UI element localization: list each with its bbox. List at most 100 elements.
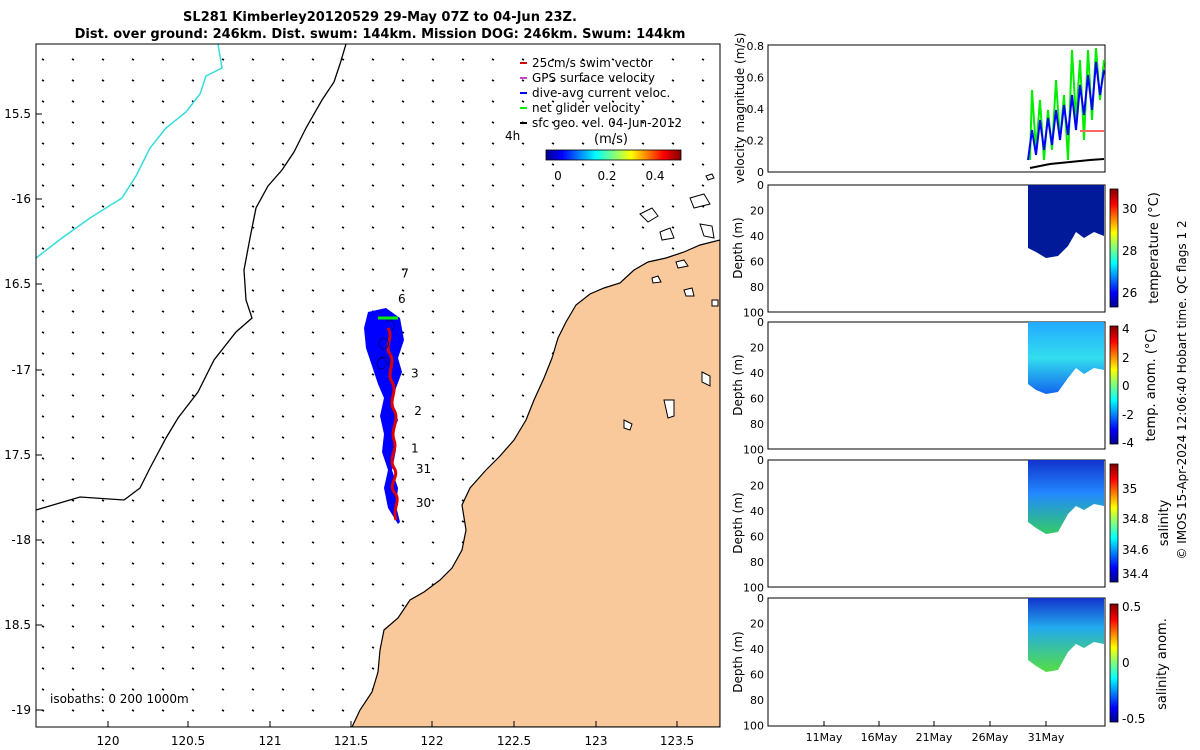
geostrophic-vector	[491, 415, 495, 418]
geostrophic-vector	[431, 457, 435, 460]
geostrophic-vector	[431, 163, 435, 166]
geostrophic-vector	[131, 142, 135, 145]
geostrophic-vector	[341, 205, 345, 208]
geostrophic-vector	[551, 226, 555, 229]
geostrophic-vector	[131, 352, 135, 355]
geostrophic-vector	[191, 415, 195, 418]
geostrophic-vector	[71, 436, 75, 439]
geostrophic-vector	[611, 268, 615, 271]
geostrophic-vector	[131, 310, 135, 313]
geostrophic-vector	[131, 289, 135, 292]
geostrophic-vector	[581, 121, 585, 124]
geostrophic-vector	[371, 121, 375, 124]
geostrophic-vector	[491, 184, 495, 187]
geostrophic-vector	[101, 604, 105, 607]
geostrophic-vector	[521, 79, 525, 82]
geostrophic-vector	[281, 79, 285, 82]
geostrophic-vector	[191, 499, 195, 502]
geostrophic-vector	[251, 100, 255, 103]
geostrophic-vector	[401, 583, 405, 586]
temp-anomaly-section	[1028, 322, 1104, 394]
geostrophic-vector	[701, 58, 705, 61]
geostrophic-vector	[401, 205, 405, 208]
geostrophic-vector	[251, 709, 255, 712]
geostrophic-vector	[161, 310, 165, 313]
geostrophic-vector	[191, 478, 195, 481]
geostrophic-vector	[311, 247, 315, 250]
temperature-section	[1028, 185, 1104, 258]
geostrophic-vector	[341, 520, 345, 523]
geostrophic-vector	[281, 457, 285, 460]
lon-tick-label: 121	[259, 734, 282, 748]
geostrophic-vector	[251, 583, 255, 586]
geostrophic-vector	[371, 625, 375, 628]
geostrophic-vector	[491, 289, 495, 292]
geostrophic-vector	[311, 163, 315, 166]
geostrophic-vector	[131, 667, 135, 670]
geostrophic-vector	[221, 373, 225, 376]
geostrophic-vector	[401, 478, 405, 481]
geostrophic-vector	[251, 478, 255, 481]
geostrophic-vector	[161, 646, 165, 649]
geostrophic-vector	[221, 646, 225, 649]
geostrophic-vector	[191, 646, 195, 649]
geostrophic-vector	[581, 142, 585, 145]
geostrophic-vector	[521, 100, 525, 103]
geostrophic-vector	[521, 184, 525, 187]
geostrophic-vector	[461, 58, 465, 61]
geostrophic-vector	[341, 688, 345, 691]
depth-tick: 0	[757, 454, 764, 467]
colorbar-tick: 35	[1122, 482, 1137, 496]
geostrophic-vector	[671, 121, 675, 124]
geostrophic-vector	[41, 310, 45, 313]
geostrophic-vector	[131, 121, 135, 124]
geostrophic-vector	[461, 331, 465, 334]
geostrophic-vector	[311, 688, 315, 691]
geostrophic-vector	[71, 625, 75, 628]
geostrophic-vector	[161, 247, 165, 250]
lon-tick-label: 120	[97, 734, 120, 748]
geostrophic-vector	[401, 562, 405, 565]
geostrophic-vector	[161, 625, 165, 628]
geostrophic-vector	[281, 331, 285, 334]
geostrophic-vector	[311, 79, 315, 82]
geostrophic-vector	[371, 436, 375, 439]
geostrophic-vector	[401, 394, 405, 397]
geostrophic-vector	[491, 457, 495, 460]
geostrophic-vector	[491, 121, 495, 124]
geostrophic-vector	[581, 163, 585, 166]
geostrophic-vector	[131, 499, 135, 502]
geostrophic-vector	[311, 457, 315, 460]
geostrophic-vector	[41, 205, 45, 208]
day-label: 6	[398, 292, 406, 306]
geostrophic-vector	[341, 562, 345, 565]
geostrophic-vector	[461, 79, 465, 82]
geostrophic-vector	[221, 205, 225, 208]
geostrophic-vector	[431, 394, 435, 397]
geostrophic-vector	[131, 331, 135, 334]
geostrophic-vector	[131, 394, 135, 397]
geostrophic-vector	[101, 646, 105, 649]
geostrophic-vector	[401, 163, 405, 166]
geostrophic-vector	[551, 289, 555, 292]
geostrophic-vector	[101, 436, 105, 439]
velocity-series-geostrophic	[1029, 158, 1105, 169]
colorbar-tick: -0.5	[1122, 712, 1145, 726]
geostrophic-vector	[311, 541, 315, 544]
geostrophic-vector	[41, 436, 45, 439]
geostrophic-vector	[401, 604, 405, 607]
colorbar-tick: 4	[1122, 322, 1130, 336]
geostrophic-vector	[41, 121, 45, 124]
credit-footer: © IMOS 15-Apr-2024 12:06:40 Hobart time.…	[1175, 220, 1189, 559]
lat-tick-label: -16	[11, 192, 31, 206]
geostrophic-vector	[431, 247, 435, 250]
chart-subtitle: Dist. over ground: 246km. Dist. swum: 14…	[74, 27, 686, 42]
geostrophic-vector	[41, 373, 45, 376]
depth-tick: 0	[757, 179, 764, 192]
geostrophic-vector	[371, 646, 375, 649]
geostrophic-vector	[101, 520, 105, 523]
geostrophic-vector	[581, 205, 585, 208]
time-tick-label: 31May	[1028, 731, 1065, 744]
depth-tick: 40	[750, 505, 764, 518]
geostrophic-vector	[101, 247, 105, 250]
